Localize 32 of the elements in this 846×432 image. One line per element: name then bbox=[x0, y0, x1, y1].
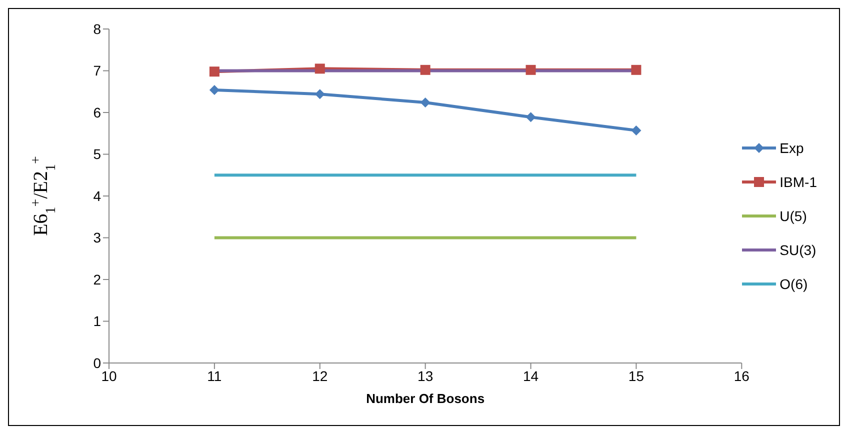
y-tick-label: 1 bbox=[93, 313, 102, 330]
legend-label: O(6) bbox=[780, 276, 808, 292]
point bbox=[314, 89, 325, 100]
point bbox=[526, 64, 536, 75]
legend-label: Exp bbox=[780, 140, 804, 156]
point bbox=[209, 66, 220, 77]
legend-label: SU(3) bbox=[780, 242, 816, 258]
point bbox=[420, 64, 430, 75]
legend-label: IBM-1 bbox=[780, 174, 817, 190]
y-tick-label: 4 bbox=[93, 188, 102, 204]
point bbox=[209, 84, 220, 95]
y-tick-label: 7 bbox=[93, 62, 102, 79]
x-tick-label: 14 bbox=[522, 368, 539, 384]
point bbox=[631, 64, 642, 75]
y-tick-label: 0 bbox=[93, 354, 102, 371]
point bbox=[526, 112, 536, 122]
x-tick-label: 11 bbox=[207, 368, 222, 384]
x-tick-label: 15 bbox=[628, 368, 644, 384]
point bbox=[314, 64, 325, 74]
legend-label: U(5) bbox=[780, 208, 807, 224]
y-tick-label: 2 bbox=[93, 271, 102, 288]
point bbox=[420, 97, 430, 108]
y-tick-label: 8 bbox=[93, 20, 102, 37]
y-tick-label: 5 bbox=[93, 146, 102, 162]
x-tick-label: 16 bbox=[734, 368, 750, 384]
point bbox=[631, 125, 642, 136]
x-tick-label: 10 bbox=[101, 368, 117, 384]
x-axis-title: Number Of Bosons bbox=[366, 391, 485, 406]
x-tick-label: 12 bbox=[312, 368, 328, 384]
y-tick-label: 3 bbox=[93, 230, 102, 246]
x-tick-label: 13 bbox=[418, 368, 434, 384]
y-tick-label: 6 bbox=[93, 104, 102, 120]
